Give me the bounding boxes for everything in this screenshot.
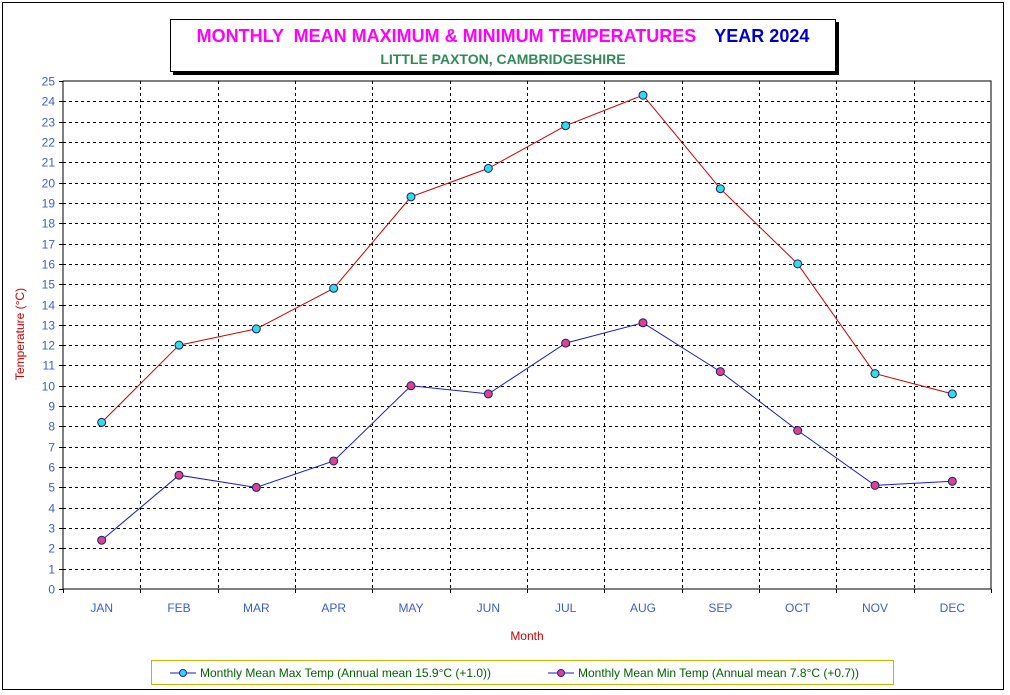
x-tick-label-aug: AUG — [630, 601, 656, 615]
point-max-sep — [715, 184, 725, 194]
x-tick-label-jul: JUL — [555, 601, 577, 615]
y-tick-label: 24 — [42, 95, 56, 109]
legend-min-swatch — [548, 669, 574, 677]
y-tick-label: 25 — [42, 75, 56, 89]
y-tick-label: 17 — [42, 238, 56, 252]
legend: Monthly Mean Max Temp (Annual mean 15.9°… — [151, 660, 894, 685]
x-tick-label-dec: DEC — [940, 601, 966, 615]
legend-item-max: Monthly Mean Max Temp (Annual mean 15.9°… — [170, 665, 491, 681]
y-tick-label: 12 — [42, 339, 56, 353]
x-tick-label-jun: JUN — [477, 601, 500, 615]
legend-max-swatch — [170, 669, 196, 677]
y-tick-label: 8 — [48, 420, 55, 434]
x-tick-label-feb: FEB — [167, 601, 190, 615]
y-axis-title: Temperature (°C) — [13, 288, 27, 380]
point-max-dec — [947, 389, 957, 399]
point-min-jun — [483, 389, 493, 399]
point-max-jun — [483, 163, 493, 173]
legend-item-min: Monthly Mean Min Temp (Annual mean 7.8°C… — [548, 665, 859, 681]
x-tick-label-sep: SEP — [708, 601, 732, 615]
series-line-max — [101, 94, 953, 423]
point-min-dec — [947, 476, 957, 486]
axes: 0123456789101112131415161718192021222324… — [42, 75, 992, 615]
y-tick-label: 5 — [48, 481, 55, 495]
point-max-nov — [870, 369, 880, 379]
y-tick-label: 11 — [43, 359, 56, 373]
x-axis-title: Month — [510, 629, 543, 643]
x-tick-label-apr: APR — [321, 601, 346, 615]
point-min-sep — [715, 367, 725, 377]
y-tick-label: 6 — [48, 461, 55, 475]
y-tick-label: 14 — [42, 299, 56, 313]
point-max-may — [406, 192, 416, 202]
x-tick-label-mar: MAR — [243, 601, 270, 615]
point-min-mar — [251, 482, 261, 492]
y-tick-label: 9 — [48, 400, 55, 414]
x-tick-label-nov: NOV — [862, 601, 888, 615]
point-max-feb — [174, 340, 184, 350]
y-tick-label: 23 — [42, 116, 56, 130]
point-min-jul — [561, 338, 571, 348]
chart-title-box: MONTHLY MEAN MAXIMUM & MINIMUM TEMPERATU… — [170, 19, 836, 72]
y-tick-label: 18 — [42, 217, 56, 231]
y-tick-label: 22 — [42, 136, 56, 150]
y-tick-label: 1 — [48, 563, 55, 577]
point-max-jul — [561, 121, 571, 131]
point-max-oct — [793, 259, 803, 269]
point-max-mar — [251, 324, 261, 334]
x-tick-label-oct: OCT — [785, 601, 811, 615]
chart-title-main: MONTHLY MEAN MAXIMUM & MINIMUM TEMPERATU… — [196, 26, 697, 46]
y-tick-label: 10 — [42, 380, 56, 394]
point-min-nov — [870, 480, 880, 490]
y-tick-label: 16 — [42, 258, 56, 272]
point-max-aug — [638, 90, 648, 100]
series-line-min — [101, 322, 953, 541]
point-min-oct — [793, 426, 803, 436]
point-min-may — [406, 381, 416, 391]
y-tick-label: 19 — [42, 197, 56, 211]
point-max-apr — [329, 283, 339, 293]
point-min-apr — [329, 456, 339, 466]
y-tick-label: 2 — [48, 542, 55, 556]
y-tick-label: 15 — [42, 278, 56, 292]
grid — [63, 81, 991, 589]
point-min-aug — [638, 318, 648, 328]
y-tick-label: 0 — [48, 583, 55, 597]
legend-label-min: Monthly Mean Min Temp (Annual mean 7.8°C… — [578, 666, 860, 680]
chart-title: MONTHLY MEAN MAXIMUM & MINIMUM TEMPERATU… — [171, 26, 835, 47]
y-tick-label: 3 — [48, 522, 55, 536]
legend-label-max: Monthly Mean Max Temp (Annual mean 15.9°… — [200, 666, 492, 680]
point-min-jan — [97, 535, 107, 545]
point-max-jan — [97, 417, 107, 427]
y-tick-label: 20 — [42, 177, 56, 191]
y-tick-label: 21 — [42, 156, 56, 170]
y-tick-label: 7 — [48, 441, 55, 455]
chart-subtitle: LITTLE PAXTON, CAMBRIDGESHIRE — [380, 51, 626, 67]
series — [97, 90, 957, 545]
x-tick-label-jan: JAN — [90, 601, 113, 615]
chart-title-year: YEAR 2024 — [714, 26, 810, 46]
x-tick-label-may: MAY — [398, 601, 423, 615]
y-tick-label: 4 — [48, 502, 55, 516]
point-min-feb — [174, 470, 184, 480]
y-tick-label: 13 — [42, 319, 56, 333]
